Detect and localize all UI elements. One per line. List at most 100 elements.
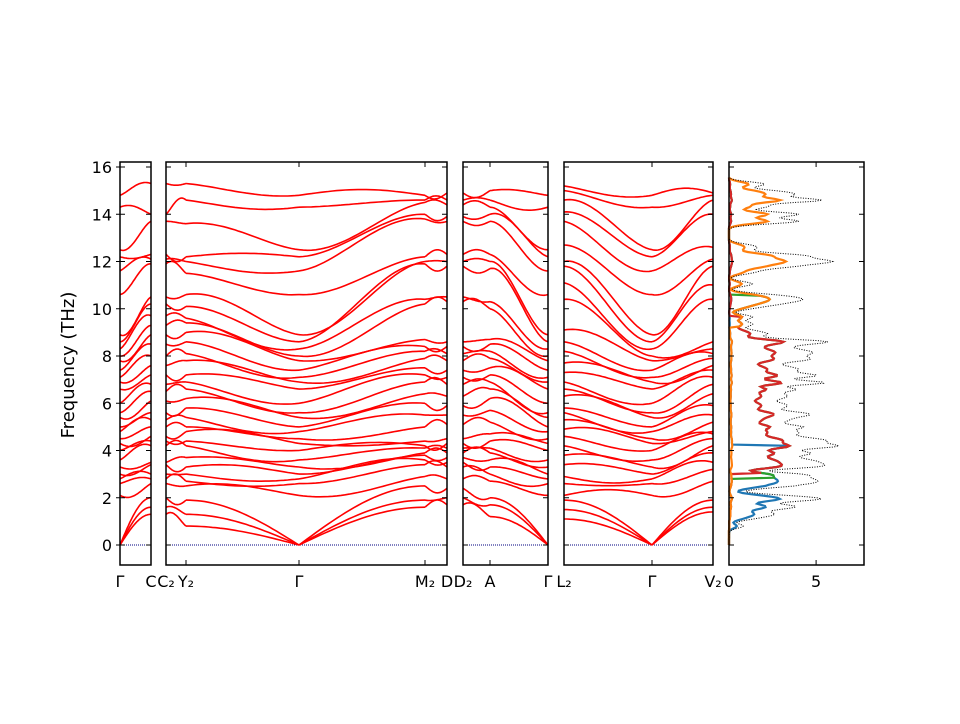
band-line [463,250,490,255]
band-line [186,223,299,250]
band-line [120,297,151,336]
band-line [490,200,548,210]
band-line [166,342,186,346]
band-line [120,444,151,460]
band-line [299,214,425,256]
band-line [463,368,490,372]
band-line [564,266,652,342]
band-line [652,214,713,257]
band-line [186,294,299,335]
band-line [299,257,425,295]
x-tick-label: C [145,572,156,591]
band-line [463,418,490,425]
band-line [463,476,490,482]
band-line [120,221,151,250]
band-line [166,474,186,475]
x-tick-label: D₂ [454,572,473,591]
band-line [299,190,425,196]
band-line [299,442,425,450]
band-line [186,200,299,209]
band-line [425,420,447,427]
band-line [463,410,490,416]
band-line [463,191,490,198]
band-line [490,375,548,403]
band-line [120,478,151,484]
band-line [564,351,652,378]
band-line [463,458,490,462]
y-axis-label: Frequency (THz) [58,292,79,439]
band-line [425,403,447,410]
x-tick-label: M₂ [415,572,435,591]
band-line [166,465,186,472]
band-line [425,455,447,460]
band-line [186,481,299,486]
band-line [652,422,713,440]
band-line [490,339,548,361]
y-tick-label: 6 [102,394,112,413]
band-line [463,434,490,439]
band-line [463,340,490,342]
band-line [490,309,548,357]
band-line [166,513,186,527]
band-line [166,399,186,402]
band-line [120,465,151,476]
band-line [463,266,490,273]
band-line [166,295,186,299]
band-line [463,354,490,361]
band-line [166,432,186,439]
band-line [166,484,186,487]
panel-frame [564,162,713,565]
band-line [652,461,713,479]
dos-layer [729,178,839,545]
band-line [463,214,490,219]
band-line [425,250,447,257]
band-line [564,428,652,444]
band-line [425,200,447,205]
x-tick-label: A [485,572,496,591]
band-line [652,405,713,427]
band-line [564,484,652,486]
band-line [490,302,548,349]
band-line [166,375,186,381]
band-line [166,498,186,505]
x-tick-label: L₂ [556,572,571,591]
band-line [186,397,299,417]
band-line [425,393,447,396]
band-line [463,388,490,397]
x-tick-label: Γ [295,572,304,591]
band-line [186,382,299,404]
band-line [299,500,425,545]
band-line [186,184,299,197]
band-line [490,481,548,495]
band-line [652,376,713,403]
band-line [120,183,151,196]
band-line [490,262,548,335]
y-tick-label: 4 [102,442,112,461]
band-line [425,475,447,479]
y-tick-label: 0 [102,536,112,555]
x-tick-label: Γ [544,572,553,591]
band-line [652,299,713,349]
band-line [186,374,299,389]
band-line [166,361,186,366]
band-line [564,420,652,439]
band-line [299,219,425,271]
band-line [120,344,151,370]
panel-frame [120,162,151,565]
band-line [490,214,548,257]
band-line [120,325,151,356]
band-line [299,200,425,207]
band-line [166,457,186,462]
band-line [490,517,548,545]
band-line [425,368,447,374]
bands-layer [120,183,713,546]
x-tick-label: V₂ [704,572,721,591]
band-line [652,285,713,342]
dos-partial-4-line [729,178,786,545]
band-line [564,191,652,208]
band-line [186,526,299,545]
band-line [166,184,186,186]
band-line [652,432,713,444]
band-line [299,345,425,370]
band-line [186,253,299,256]
